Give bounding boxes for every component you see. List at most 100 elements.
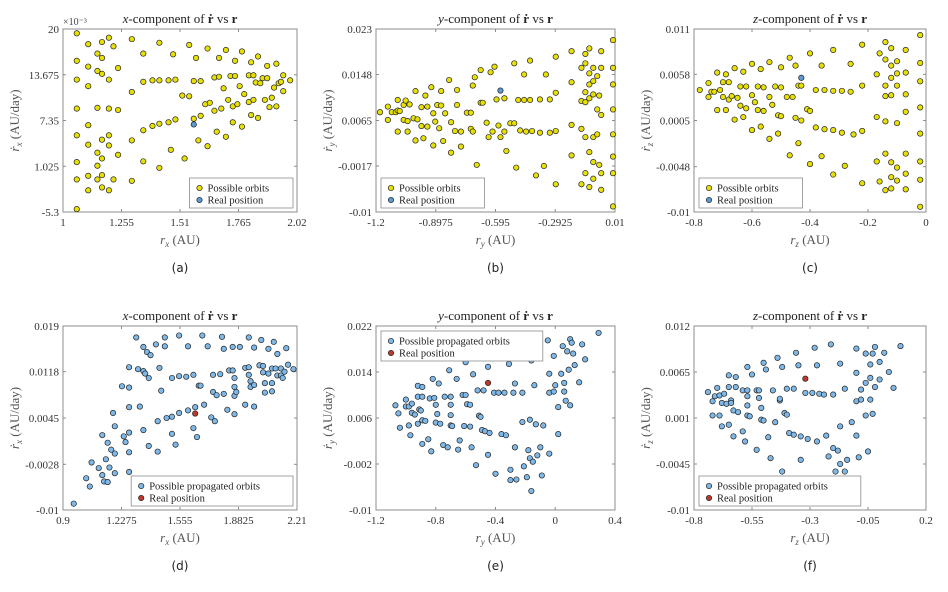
data-point (714, 384, 721, 391)
data-point (578, 64, 585, 71)
data-point (748, 127, 756, 134)
data-point (447, 393, 454, 400)
data-point (94, 50, 101, 57)
data-point (734, 94, 741, 101)
data-point (85, 63, 92, 70)
y-tick-label: 0.0058 (660, 69, 691, 81)
data-point (257, 80, 264, 87)
data-point (523, 474, 530, 481)
data-point (495, 389, 502, 396)
real-position-point (798, 74, 805, 81)
data-point (513, 164, 520, 171)
data-point (190, 115, 197, 122)
data-point (254, 53, 262, 60)
y-tick-label: -0.0045 (656, 459, 690, 471)
data-point (442, 110, 449, 117)
data-point (825, 453, 832, 460)
y-tick-label: 0.023 (347, 24, 372, 36)
data-point (598, 170, 605, 177)
series-possible-propagated-orbits (70, 332, 297, 507)
data-point (902, 150, 909, 157)
data-point (893, 58, 901, 65)
x-tick-label: 0.2 (919, 515, 933, 527)
series-real-position (802, 375, 809, 382)
data-point (236, 83, 243, 90)
data-point (873, 113, 880, 121)
data-point (487, 69, 494, 76)
data-point (728, 93, 735, 100)
data-point (550, 388, 557, 395)
data-point (917, 78, 924, 85)
data-point (126, 364, 133, 371)
data-point (582, 170, 589, 177)
data-point (882, 39, 889, 46)
data-point (562, 397, 569, 404)
data-point (408, 400, 415, 407)
data-point (411, 411, 418, 418)
y-tick-label: 1.025 (34, 161, 59, 173)
data-point (862, 379, 869, 386)
chart-title: x-component of ṙ vs r (122, 308, 238, 323)
data-point (546, 370, 553, 377)
data-point (418, 122, 425, 130)
data-point (473, 462, 480, 469)
data-point (888, 92, 895, 99)
data-point (197, 78, 204, 85)
data-point (766, 135, 773, 142)
y-tick-label: 0.0065 (342, 116, 373, 128)
data-point (179, 92, 186, 99)
data-point (469, 128, 476, 135)
data-point (540, 422, 547, 429)
data-point (544, 337, 551, 344)
data-point (283, 345, 290, 352)
data-point (489, 128, 496, 135)
data-point (902, 46, 909, 53)
data-point (806, 161, 814, 168)
data-point (70, 500, 77, 507)
data-point (568, 152, 575, 159)
data-point (163, 414, 170, 422)
chart-title: y-component of ṙ vs r (436, 308, 553, 323)
legend-marker (387, 349, 395, 357)
data-point (190, 425, 197, 432)
data-point (273, 60, 280, 67)
data-point (806, 107, 814, 114)
data-point (862, 412, 869, 419)
data-point (457, 128, 464, 135)
x-tick-label: 1 (60, 217, 66, 229)
x-tick-label: -0.8 (685, 217, 703, 229)
y-tick-label: -0.01 (349, 505, 372, 517)
series-real-position (484, 379, 492, 386)
data-point (705, 93, 712, 101)
data-point (893, 82, 901, 89)
data-point (261, 96, 268, 103)
data-point (737, 102, 744, 109)
data-point (586, 81, 593, 88)
data-point (847, 88, 854, 95)
data-point (818, 62, 825, 69)
data-point (505, 360, 512, 368)
data-point (287, 77, 294, 84)
data-point (264, 75, 271, 82)
data-point (728, 399, 735, 406)
data-point (120, 433, 127, 440)
data-point (448, 149, 455, 156)
data-point (406, 101, 413, 108)
data-point (404, 118, 411, 125)
data-point (128, 36, 135, 43)
data-point (867, 361, 874, 368)
legend-label: Possible orbits (208, 184, 270, 195)
real-position-point (190, 121, 197, 128)
data-point (719, 79, 727, 86)
data-point (772, 83, 779, 90)
data-point (280, 88, 287, 95)
data-point (586, 70, 593, 77)
data-point (855, 454, 862, 461)
data-point (888, 185, 895, 192)
series-real-position (192, 410, 199, 417)
data-point (555, 404, 562, 411)
data-point (428, 448, 435, 455)
data-point (798, 117, 805, 124)
data-point (832, 468, 839, 475)
